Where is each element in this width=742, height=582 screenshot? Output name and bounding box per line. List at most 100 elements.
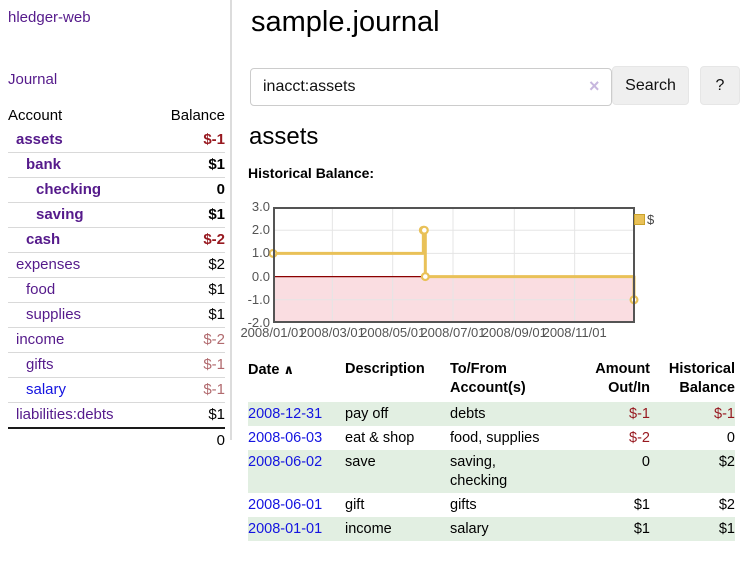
register-date-cell: 2008-06-03 — [248, 426, 345, 450]
account-link[interactable]: bank — [26, 156, 62, 173]
account-row: saving $1 — [8, 202, 225, 228]
y-axis-tick-label: 1.0 — [251, 245, 270, 261]
account-row: supplies $1 — [8, 302, 225, 328]
account-link[interactable]: food — [26, 281, 56, 298]
register-balance-cell: $2 — [718, 496, 735, 513]
transaction-date-link[interactable]: 2008-06-01 — [248, 496, 323, 513]
accounts-total-spacer — [8, 428, 151, 453]
account-balance: $-1 — [203, 356, 225, 373]
transaction-date-link[interactable]: 2008-06-03 — [248, 429, 323, 446]
account-balance: $-2 — [203, 331, 225, 348]
register-accounts-cell: salary — [450, 520, 489, 537]
account-link[interactable]: salary — [26, 381, 67, 398]
account-link[interactable]: saving — [36, 206, 84, 223]
register-row: 2008-01-01 income salary $1 $1 — [248, 517, 735, 541]
register-description-cell: income — [345, 520, 392, 537]
register-amount-cell: $-2 — [629, 429, 650, 446]
register-accounts-cell: gifts — [450, 496, 477, 513]
account-balance: $1 — [208, 281, 225, 298]
register-balance-cell: $2 — [718, 453, 735, 470]
register-header-accounts: To/From Account(s) — [450, 361, 526, 396]
account-row: cash $-2 — [8, 227, 225, 253]
x-axis-tick-label: 2008/03/01 — [299, 325, 365, 340]
register-date-cell: 2008-01-01 — [248, 517, 345, 541]
chart-plot-area: $ — [268, 207, 654, 323]
account-balance: $-1 — [203, 131, 225, 148]
account-balance: $-2 — [203, 231, 225, 248]
historical-balance-chart: $ 3.0 2.0 1.0 0.0 -1.0 -2.0 2008/01/01 2008/03/… — [240, 200, 740, 347]
sidebar-item-journal[interactable]: Journal — [8, 71, 58, 88]
account-link[interactable]: liabilities:debts — [16, 406, 114, 423]
register-date-cell: 2008-12-31 — [248, 402, 345, 426]
sidebar: hledger-web Journal Account Balance asse… — [0, 0, 232, 582]
register-accounts-cell: saving, checking — [450, 453, 508, 489]
account-row: liabilities:debts $1 — [8, 402, 225, 429]
y-axis-tick-label: 0.0 — [251, 268, 270, 284]
account-row: bank $1 — [8, 152, 225, 178]
register-header-date[interactable]: Date ∧ — [248, 362, 295, 378]
register-amount-cell: 0 — [641, 453, 650, 470]
account-balance: $1 — [208, 206, 225, 223]
register-header-description: Description — [345, 361, 425, 377]
search-input[interactable] — [250, 68, 612, 106]
register-amount-cell: $1 — [633, 520, 650, 537]
transaction-date-link[interactable]: 2008-06-02 — [248, 453, 323, 470]
search-button[interactable]: Search — [612, 66, 689, 105]
account-balance: 0 — [216, 181, 225, 198]
accounts-header-row: Account Balance — [8, 104, 225, 128]
account-row: food $1 — [8, 277, 225, 303]
account-link[interactable]: checking — [36, 181, 102, 198]
clear-search-icon[interactable]: × — [589, 76, 600, 96]
register-row: 2008-12-31 pay off debts $-1 $-1 — [248, 402, 735, 426]
register-description-cell: save — [345, 453, 376, 470]
account-link[interactable]: expenses — [16, 256, 81, 273]
accounts-total-row: 0 — [8, 428, 225, 453]
x-axis-tick-label: 2008/09/01 — [481, 325, 547, 340]
x-axis-tick-label: 2008/05/01 — [360, 325, 426, 340]
register-balance-cell: $-1 — [714, 405, 735, 422]
sort-asc-icon: ∧ — [283, 362, 295, 377]
transaction-date-link[interactable]: 2008-01-01 — [248, 520, 323, 537]
register-table: Date ∧ Description To/From Account(s) Amo… — [248, 360, 735, 541]
account-link[interactable]: gifts — [26, 356, 54, 373]
register-row: 2008-06-02 save saving, checking 0 $2 — [248, 450, 735, 493]
register-row: 2008-06-01 gift gifts $1 $2 — [248, 493, 735, 517]
register-header-balance: Historical Balance — [668, 361, 735, 396]
account-balance: $1 — [208, 306, 225, 323]
register-header-amount: Amount Out/In — [595, 361, 650, 396]
app-title-link[interactable]: hledger-web — [8, 9, 91, 26]
legend-label: $ — [647, 212, 655, 227]
account-balance: $2 — [208, 256, 225, 273]
account-link[interactable]: cash — [26, 231, 61, 248]
accounts-header-balance: Balance — [170, 107, 225, 124]
x-axis-tick-label: 2008/11/01 — [542, 325, 607, 340]
register-description-cell: eat & shop — [345, 429, 415, 446]
y-axis-tick-label: 3.0 — [251, 199, 270, 214]
chart-title: Historical Balance: — [248, 165, 375, 181]
account-row: salary $-1 — [8, 377, 225, 403]
register-row: 2008-06-03 eat & shop food, supplies $-2 0 — [248, 426, 735, 450]
y-axis-tick-label: -1.0 — [247, 291, 270, 307]
register-balance-cell: 0 — [726, 429, 735, 446]
account-link[interactable]: assets — [16, 131, 63, 148]
page-title: sample.journal — [251, 6, 440, 38]
account-row: gifts $-1 — [8, 352, 225, 378]
account-balance: $-1 — [203, 381, 225, 398]
register-description-cell: pay off — [345, 405, 389, 422]
accounts-total-value: 0 — [216, 432, 225, 449]
transaction-date-link[interactable]: 2008-12-31 — [248, 405, 323, 422]
register-description-cell: gift — [345, 496, 365, 513]
account-balance: $1 — [208, 156, 225, 173]
account-link[interactable]: supplies — [26, 306, 82, 323]
account-heading: assets — [249, 123, 319, 150]
help-button[interactable]: ? — [700, 66, 740, 105]
register-date-cell: 2008-06-01 — [248, 493, 345, 517]
x-axis-tick-label: 2008/01/01 — [240, 325, 306, 340]
account-link[interactable]: income — [16, 331, 65, 348]
register-balance-cell: $1 — [718, 520, 735, 537]
accounts-header-account: Account — [8, 107, 63, 124]
sidebar-divider — [230, 0, 232, 440]
register-date-cell: 2008-06-02 — [248, 450, 345, 493]
chart-legend: $ — [634, 212, 654, 227]
account-row: income $-2 — [8, 327, 225, 353]
